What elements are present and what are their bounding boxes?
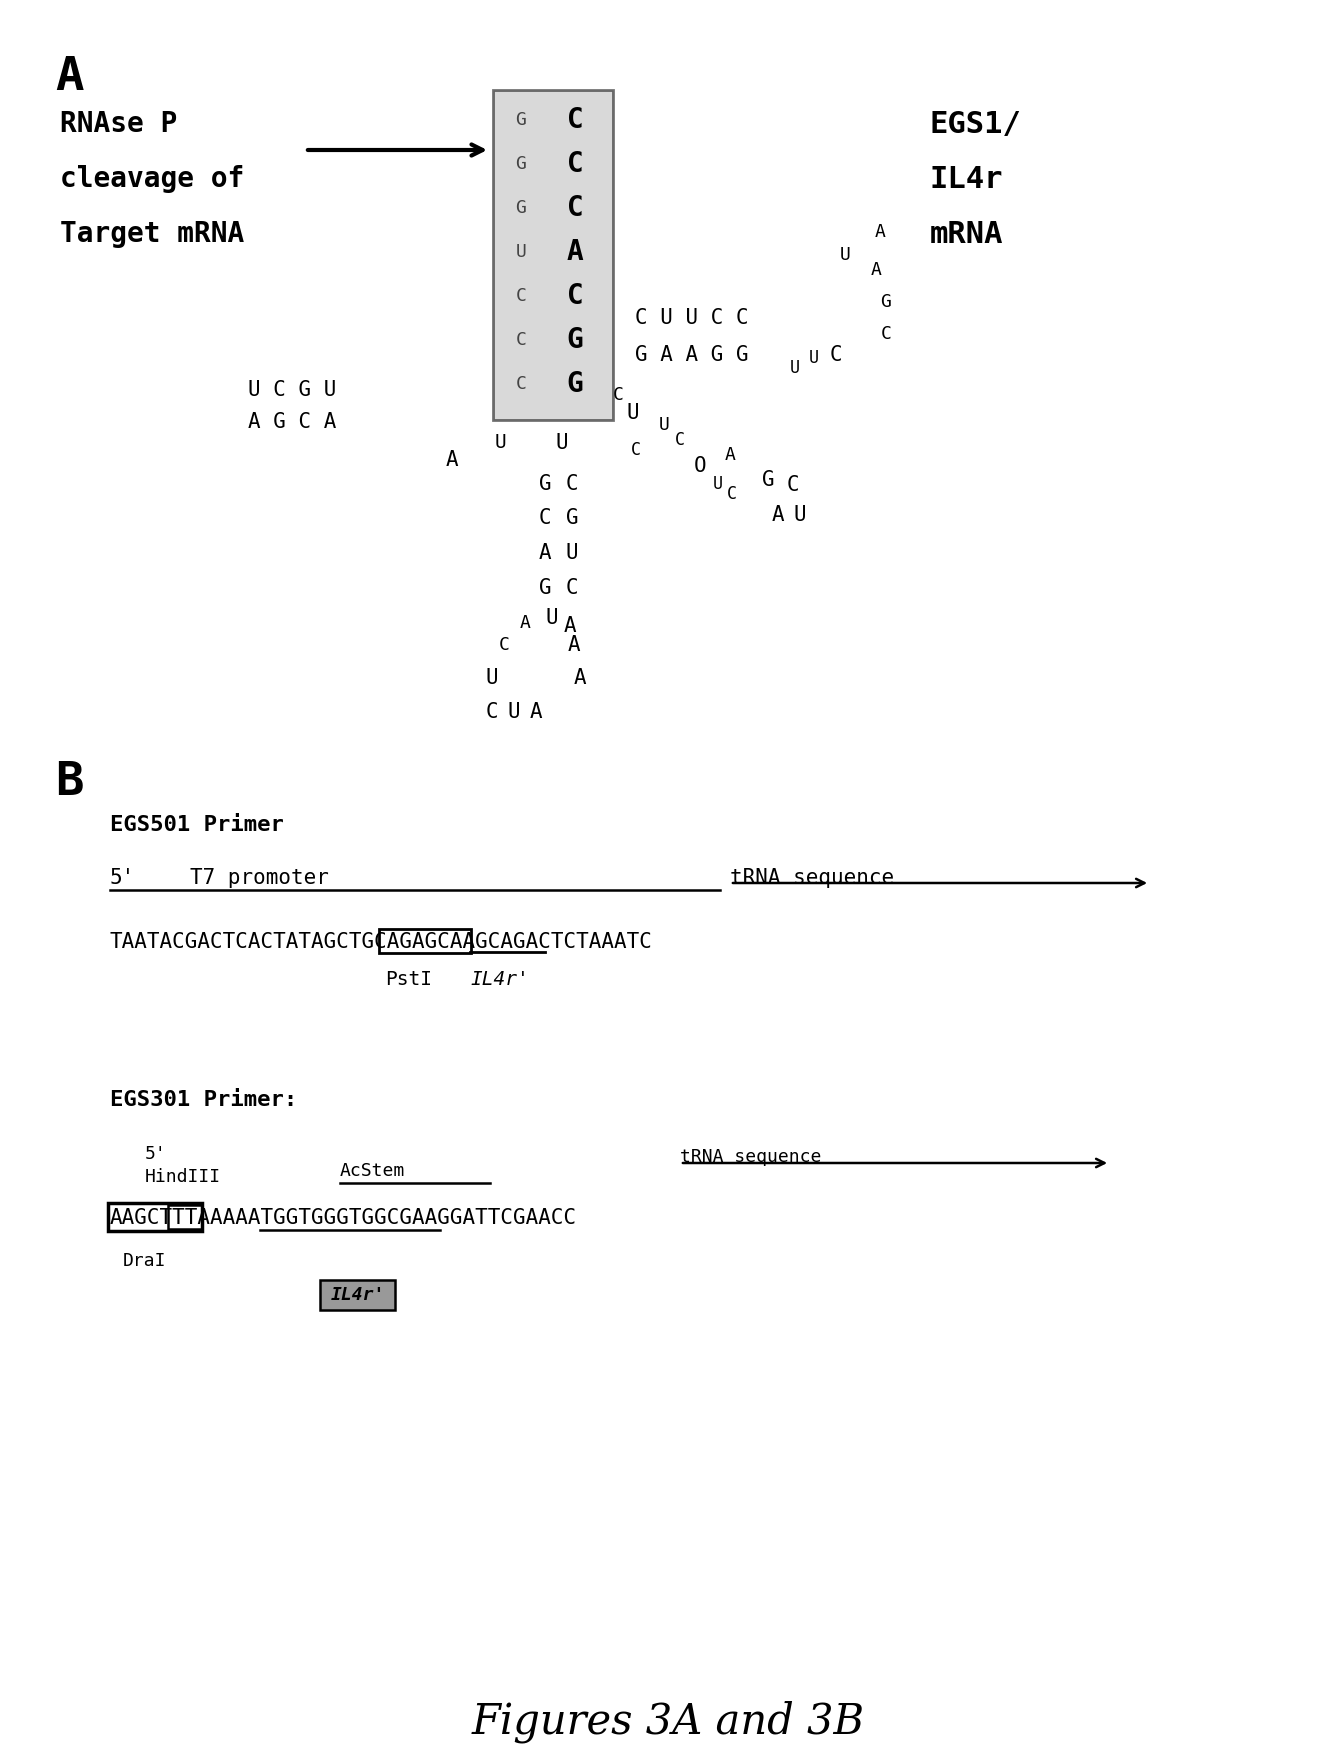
- Text: tRNA sequence: tRNA sequence: [729, 868, 894, 889]
- Text: O: O: [693, 456, 707, 475]
- Text: Figures 3A and 3B: Figures 3A and 3B: [472, 1700, 864, 1742]
- Text: TAATACGACTCACTATAGCTGCAGAGCAAGCAGACTCTAAATC: TAATACGACTCACTATAGCTGCAGAGCAAGCAGACTCTAA…: [110, 933, 653, 952]
- Text: C U U C C: C U U C C: [635, 308, 748, 327]
- Text: C: C: [830, 345, 842, 364]
- Text: AcStem: AcStem: [339, 1162, 405, 1179]
- Bar: [379, 929, 472, 952]
- Text: U: U: [839, 246, 851, 264]
- Bar: [168, 1206, 202, 1228]
- Text: C: C: [631, 442, 641, 459]
- Text: IL4r': IL4r': [470, 970, 529, 989]
- Text: C: C: [516, 287, 526, 304]
- Text: A: A: [724, 445, 735, 465]
- Text: C: C: [613, 385, 624, 405]
- Text: RNAse P: RNAse P: [60, 109, 178, 137]
- Text: U: U: [713, 475, 723, 493]
- Text: AAGCTTTAAAAATGGTGGGTGGCGAAGGATTCGAACC: AAGCTTTAAAAATGGTGGGTGGCGAAGGATTCGAACC: [110, 1207, 577, 1228]
- Bar: [321, 1280, 395, 1309]
- Text: C: C: [516, 331, 526, 348]
- Text: T7 promoter: T7 promoter: [190, 868, 329, 889]
- Text: DraI: DraI: [123, 1251, 167, 1271]
- Text: C: C: [565, 473, 578, 495]
- Text: 5': 5': [146, 1146, 167, 1163]
- Text: G: G: [516, 199, 526, 216]
- Text: A: A: [871, 260, 882, 280]
- Text: A: A: [538, 544, 552, 563]
- Text: C: C: [566, 282, 584, 310]
- Text: C: C: [566, 150, 584, 178]
- Text: A: A: [568, 635, 580, 655]
- Bar: [108, 1204, 202, 1230]
- Text: A: A: [875, 224, 886, 241]
- Text: U: U: [556, 433, 568, 452]
- Text: U C G U: U C G U: [248, 380, 337, 400]
- Text: G: G: [762, 470, 775, 489]
- Text: G: G: [516, 111, 526, 128]
- Text: U: U: [516, 243, 526, 260]
- Text: A: A: [566, 238, 584, 266]
- Text: HindIII: HindIII: [146, 1169, 222, 1186]
- Text: IL4r': IL4r': [330, 1287, 385, 1304]
- Text: C: C: [498, 635, 509, 655]
- Text: A: A: [564, 616, 576, 635]
- Text: U: U: [496, 433, 506, 452]
- Text: A: A: [520, 614, 530, 632]
- Text: G: G: [538, 577, 552, 598]
- Text: EGS1/: EGS1/: [930, 109, 1022, 139]
- Text: IL4r: IL4r: [930, 165, 1003, 194]
- Text: C: C: [565, 577, 578, 598]
- Text: A: A: [772, 505, 784, 524]
- Text: Target mRNA: Target mRNA: [60, 220, 244, 248]
- Text: U: U: [659, 415, 669, 435]
- Text: A: A: [573, 669, 587, 688]
- Text: C: C: [675, 431, 685, 449]
- Text: U: U: [486, 669, 498, 688]
- Text: B: B: [55, 760, 83, 804]
- Text: U: U: [565, 544, 578, 563]
- Text: U: U: [508, 702, 520, 722]
- Text: A: A: [55, 55, 83, 100]
- Text: EGS501 Primer: EGS501 Primer: [110, 815, 283, 834]
- Text: G: G: [516, 155, 526, 172]
- Text: mRNA: mRNA: [930, 220, 1003, 248]
- Text: C: C: [566, 106, 584, 134]
- Text: cleavage of: cleavage of: [60, 165, 244, 194]
- Text: C: C: [566, 194, 584, 222]
- Text: U: U: [794, 505, 807, 524]
- Text: C: C: [486, 702, 498, 722]
- Text: C: C: [538, 509, 552, 528]
- Text: G: G: [566, 326, 584, 354]
- Text: A: A: [529, 702, 542, 722]
- Text: U: U: [790, 359, 800, 377]
- Text: 5': 5': [110, 868, 135, 889]
- Text: C: C: [787, 475, 799, 495]
- Text: G: G: [566, 370, 584, 398]
- Text: G: G: [565, 509, 578, 528]
- Text: U: U: [810, 348, 819, 368]
- Text: U: U: [627, 403, 640, 422]
- Bar: [493, 90, 613, 421]
- Text: G: G: [538, 473, 552, 495]
- Text: U: U: [545, 607, 558, 628]
- Text: C: C: [516, 375, 526, 392]
- Text: G: G: [880, 292, 891, 312]
- Text: G A A G G: G A A G G: [635, 345, 748, 364]
- Text: EGS301 Primer:: EGS301 Primer:: [110, 1089, 297, 1111]
- Text: C: C: [880, 326, 891, 343]
- Text: C: C: [727, 486, 737, 503]
- Text: tRNA sequence: tRNA sequence: [680, 1148, 822, 1167]
- Text: A G C A: A G C A: [248, 412, 337, 431]
- Text: A: A: [446, 451, 458, 470]
- Text: PstI: PstI: [385, 970, 432, 989]
